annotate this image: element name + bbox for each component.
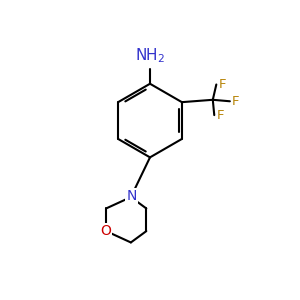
Text: F: F <box>217 109 224 122</box>
Text: F: F <box>219 78 226 91</box>
Text: NH$_2$: NH$_2$ <box>135 47 165 65</box>
Text: O: O <box>100 224 111 238</box>
Text: N: N <box>126 189 136 202</box>
Text: F: F <box>232 95 240 108</box>
